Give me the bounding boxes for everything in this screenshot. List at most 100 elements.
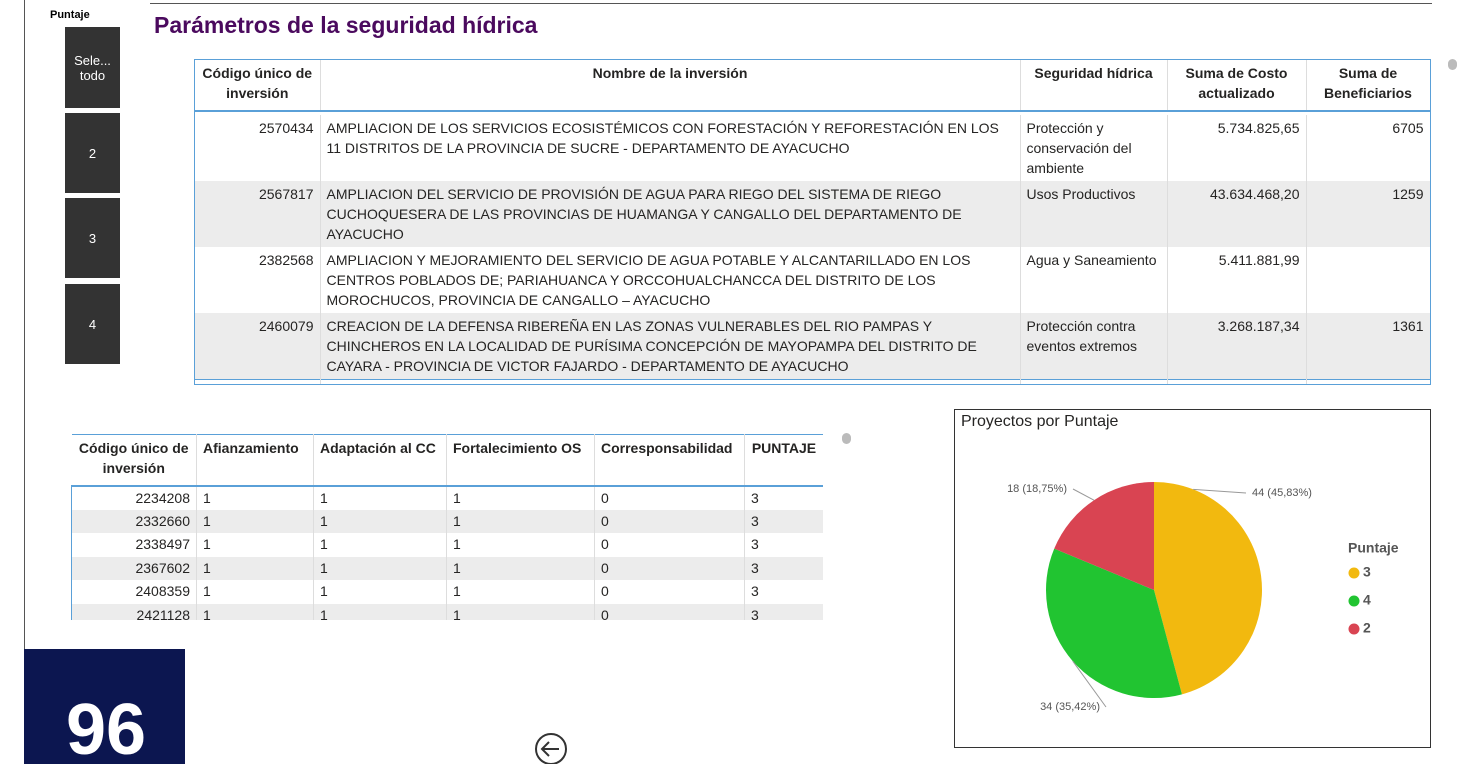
- header-cell: Corresponsabilidad: [594, 434, 745, 486]
- cell: [320, 379, 1021, 384]
- left-border: [24, 0, 25, 650]
- cell: 1: [196, 533, 314, 557]
- cell: 2234208: [71, 485, 197, 510]
- cell: 3: [744, 485, 823, 510]
- card: 96: [24, 649, 185, 764]
- cell: 1: [196, 556, 314, 580]
- cell: Protección y conservación del ambiente: [1020, 115, 1168, 181]
- legend-marker: [1348, 623, 1360, 635]
- top-border: [150, 3, 1432, 4]
- header-cell: Código único de inversión: [71, 434, 197, 486]
- legend-label: 3: [1363, 564, 1371, 580]
- cell: 0: [594, 556, 745, 580]
- legend-marker: [1348, 595, 1360, 607]
- cell: 0: [594, 603, 745, 620]
- legend-label: 2: [1363, 620, 1371, 636]
- cell: Usos Productivos: [1020, 181, 1168, 247]
- cell: 1: [313, 485, 447, 510]
- row: 2338497 1 1 1 0 3: [71, 533, 823, 557]
- total-cost: 2.116.104.671,73: [1167, 379, 1307, 384]
- scroll-dot: [1448, 59, 1457, 70]
- leader-line: [1072, 488, 1095, 501]
- cell: 1: [313, 556, 447, 580]
- cell: 2460079: [195, 313, 321, 380]
- cell: AMPLIACION Y MEJORAMIENTO DEL SERVICIO D…: [320, 247, 1021, 313]
- cell: 2567817: [195, 181, 321, 247]
- page-title: Parámetros de la seguridad hídrica: [154, 12, 538, 38]
- row: 2234208 1 1 1 0 3: [71, 485, 823, 510]
- header-cell: Nombre de la inversión: [320, 60, 1021, 111]
- cell: 0: [594, 485, 745, 510]
- cell: 2332660: [71, 509, 197, 533]
- total-label: Total: [195, 379, 321, 384]
- cell: 1: [313, 533, 447, 557]
- slicer-button[interactable]: 4: [65, 284, 120, 364]
- cell: 1: [446, 580, 595, 604]
- leader-line: [1072, 660, 1107, 708]
- cell: Agua y Saneamiento: [1020, 247, 1168, 313]
- header-cell: Fortalecimiento OS: [446, 434, 595, 486]
- data-label: 34 (35,42%): [1040, 701, 1100, 713]
- cell: 2408359: [71, 580, 197, 604]
- slicer-button[interactable]: Sele... todo: [65, 27, 120, 108]
- cell: 1: [313, 603, 447, 620]
- header-cell: Código único de inversión: [195, 60, 321, 111]
- cell: 1: [196, 603, 314, 620]
- cell: 1: [446, 485, 595, 510]
- cell: 2338497: [71, 533, 197, 557]
- header-cell: Suma de Beneficiarios: [1306, 60, 1430, 111]
- slicer-button[interactable]: 2: [65, 113, 120, 193]
- header-cell: Adaptación al CC: [313, 434, 447, 486]
- cell: 3.268.187,34: [1167, 313, 1307, 380]
- card-value: 96: [66, 690, 147, 764]
- row: 2570434 AMPLIACION DE LOS SERVICIOS ECOSI…: [195, 115, 1430, 181]
- header-row: Código único de inversión Nombre de la in…: [195, 60, 1430, 111]
- cell: 1: [446, 556, 595, 580]
- header-cell: PUNTAJE: [744, 434, 823, 486]
- scroll-dot: [842, 433, 851, 444]
- cell: 2421128: [71, 603, 197, 620]
- row: 2367602 1 1 1 0 3: [71, 556, 823, 580]
- cell: 1: [313, 509, 447, 533]
- cell: 3: [744, 580, 823, 604]
- cell: 1: [196, 580, 314, 604]
- cell: [1306, 247, 1430, 313]
- cell: 1: [446, 533, 595, 557]
- cell: Protección contra eventos extremos: [1020, 313, 1168, 380]
- cell: 5.411.881,99: [1167, 247, 1307, 313]
- cell: 0: [594, 509, 745, 533]
- cell: AMPLIACION DEL SERVICIO DE PROVISIÓN DE …: [320, 181, 1021, 247]
- cell: 1259: [1306, 181, 1430, 247]
- chart-title: Proyectos por Puntaje: [961, 413, 1119, 430]
- cell: 3: [744, 603, 823, 620]
- total-row: Total 2.116.104.671,73563141: [195, 379, 1430, 384]
- leader-line: [1193, 488, 1247, 494]
- cell: 1361: [1306, 313, 1430, 380]
- header-row: Código único de inversión Afianzamiento Ad…: [71, 434, 823, 486]
- pie-slice: [1046, 548, 1182, 698]
- cell: 1: [446, 509, 595, 533]
- cell: 6705: [1306, 115, 1430, 181]
- header-cell: Seguridad hídrica: [1020, 60, 1168, 111]
- header-cell: Suma de Costo actualizado: [1167, 60, 1307, 111]
- row: 2460079 CREACION DE LA DEFENSA RIBEREÑA E…: [195, 313, 1430, 380]
- legend-marker: [1348, 567, 1360, 579]
- table: Código único de inversión Nombre de la in…: [195, 60, 1430, 384]
- pie-chart: Proyectos por Puntaje Puntaje 44 (45,83%…: [954, 409, 1431, 748]
- slicer-button[interactable]: 3: [65, 198, 120, 278]
- data-label: 18 (18,75%): [1007, 483, 1067, 495]
- back-icon[interactable]: [533, 731, 569, 764]
- cell: 0: [594, 533, 745, 557]
- legend-title: Puntaje: [1348, 540, 1399, 556]
- cell: 0: [594, 580, 745, 604]
- cell: 1: [313, 580, 447, 604]
- table-scores: Código único de inversión Afianzamiento Ad…: [71, 434, 823, 620]
- cell: 1: [446, 603, 595, 620]
- cell: 1: [196, 485, 314, 510]
- total-beneficiaries: 563141: [1306, 380, 1430, 384]
- cell: 1: [196, 509, 314, 533]
- table: Código único de inversión Afianzamiento Ad…: [71, 434, 823, 620]
- row: 2408359 1 1 1 0 3: [71, 580, 823, 604]
- cell: 3: [744, 556, 823, 580]
